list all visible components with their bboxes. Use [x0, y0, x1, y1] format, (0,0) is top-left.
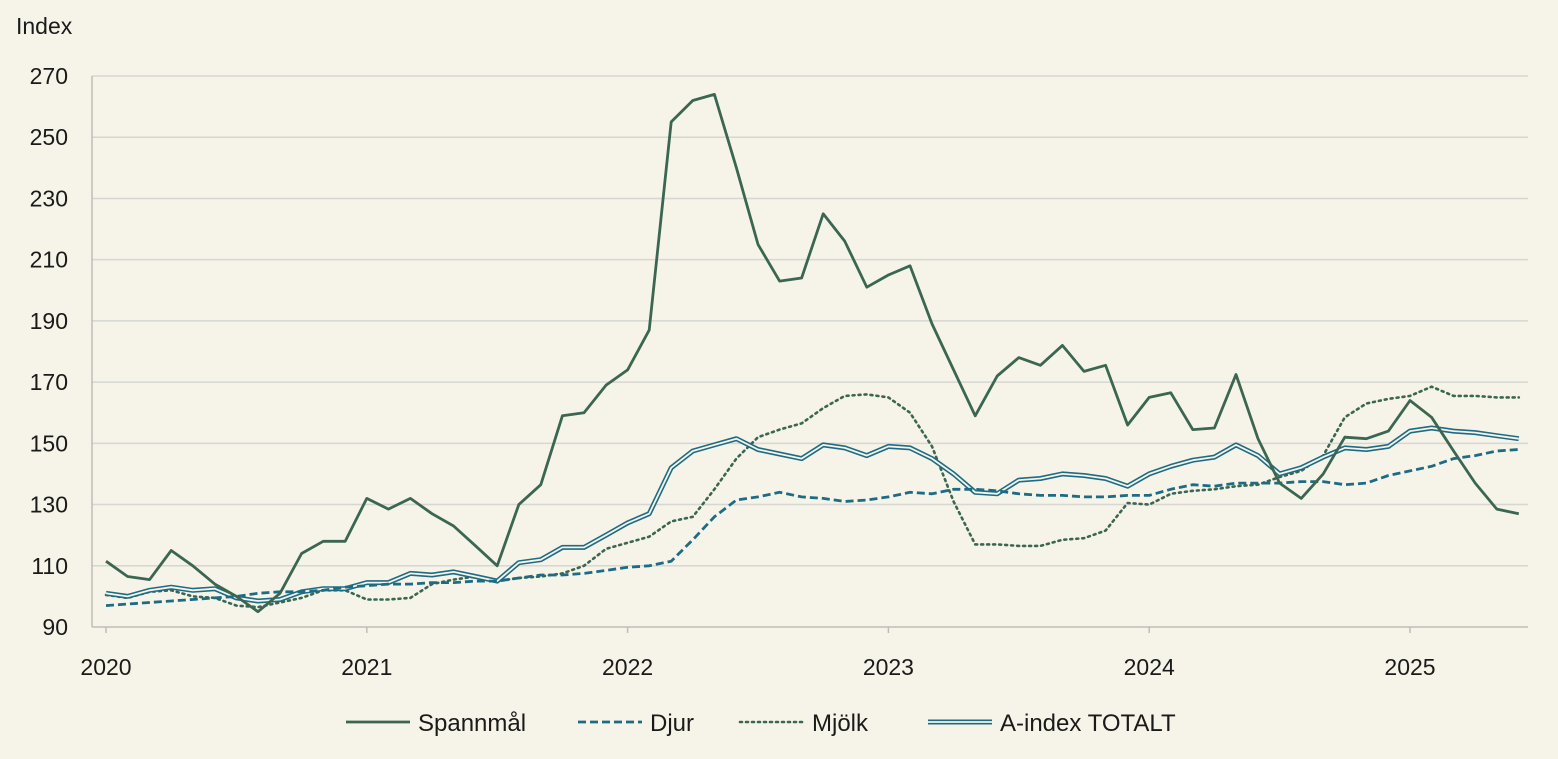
y-tick-label: 230 [30, 185, 68, 211]
y-tick-label: 190 [30, 308, 68, 334]
x-tick-label: 2021 [341, 654, 392, 680]
legend-item-4: A-index TOTALT [928, 710, 1176, 737]
x-tick-label: 2023 [863, 654, 914, 680]
y-tick-label: 110 [31, 553, 68, 579]
x-tick-label: 2020 [80, 654, 131, 680]
y-tick-label: 170 [30, 369, 68, 395]
series-4-inner [105, 427, 1519, 602]
legend-item-1-label: Spannmål [418, 710, 526, 737]
y-axis-label: Index [16, 13, 73, 39]
y-tick-label: 270 [30, 63, 68, 89]
y-tick-label: 150 [30, 430, 68, 456]
plot-area [104, 93, 1521, 614]
legend-item-3: Mjölk [738, 710, 869, 737]
y-tick-labels: 90 110 130 150 170 190 210 230 250 270 [30, 63, 68, 640]
x-tick-label: 2024 [1124, 654, 1175, 680]
y-tick-label: 210 [30, 247, 68, 273]
y-tick-label: 90 [42, 614, 68, 640]
x-tick-label: 2025 [1384, 654, 1435, 680]
x-tick-labels: 2020 2021 2022 2023 2024 2025 [80, 654, 1435, 680]
legend-item-3-label: Mjölk [812, 710, 869, 737]
legend-item-2-label: Djur [650, 710, 694, 737]
legend-item-1: Spannmål [346, 710, 526, 737]
y-tick-label: 250 [30, 124, 68, 150]
axes [91, 76, 1528, 633]
series-4-outer [105, 425, 1520, 604]
legend-item-4-label: A-index TOTALT [1000, 710, 1176, 737]
series-2-line [105, 448, 1519, 607]
legend-item-2: Djur [578, 710, 694, 737]
y-tick-label: 130 [30, 492, 68, 518]
series-1-line [105, 93, 1520, 614]
gridlines [92, 75, 1528, 567]
legend: Spannmål Djur Mjölk A-index TOTALT [346, 710, 1176, 737]
x-tick-label: 2022 [602, 654, 653, 680]
series-4-line [105, 425, 1520, 604]
